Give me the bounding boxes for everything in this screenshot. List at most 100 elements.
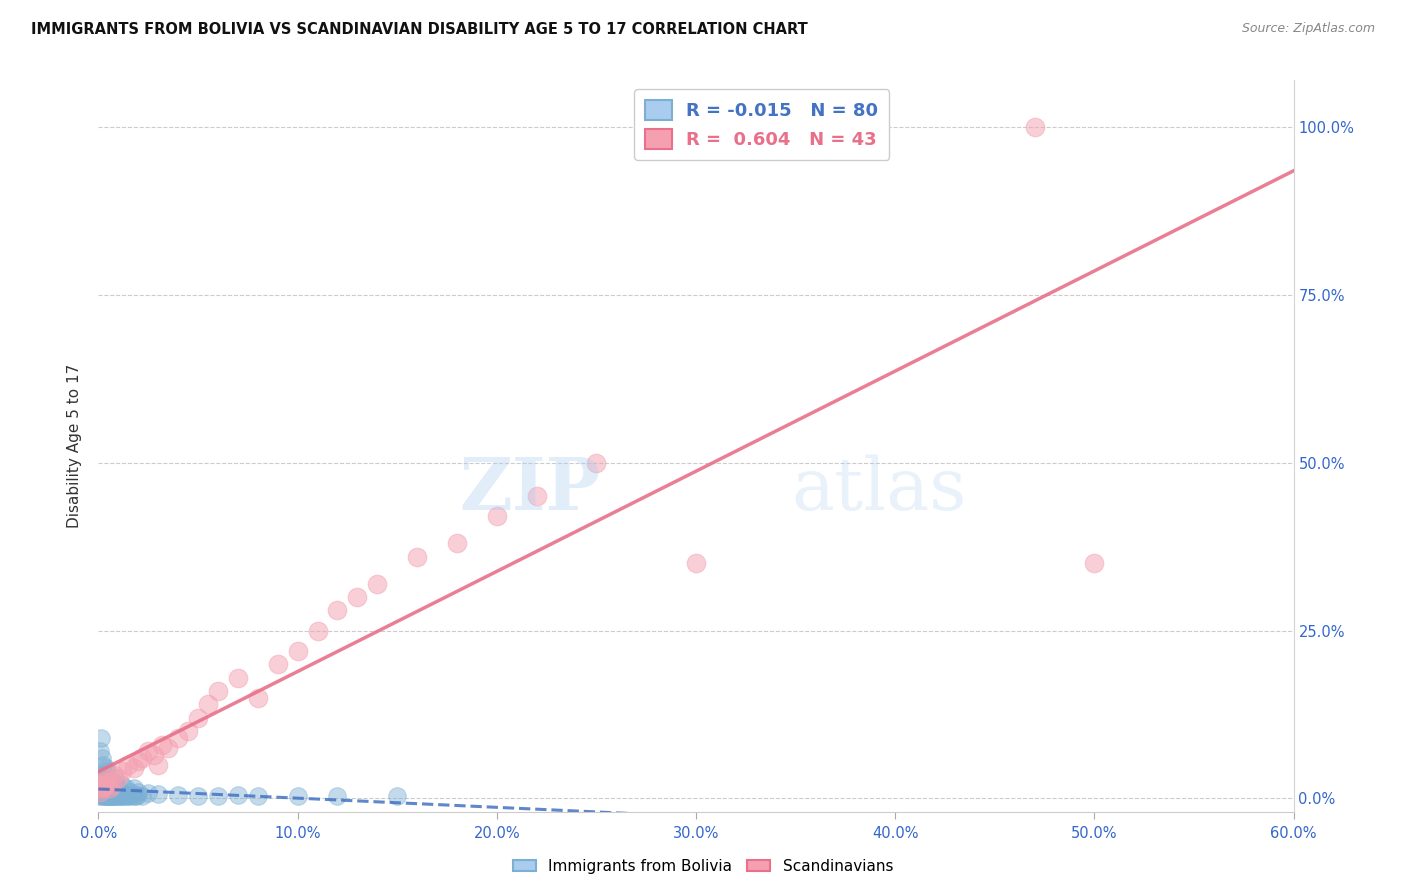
Point — [326, 789, 349, 803]
Point — [94, 787, 117, 801]
Point — [110, 789, 132, 803]
Point — [98, 781, 122, 796]
Point — [98, 789, 122, 804]
Point — [110, 789, 132, 804]
Point — [167, 731, 190, 745]
Point — [107, 789, 129, 804]
Point — [90, 781, 112, 796]
Point — [89, 789, 111, 804]
Point — [104, 788, 127, 802]
Point — [111, 788, 134, 802]
Point — [112, 787, 135, 801]
Point — [307, 624, 329, 638]
Point — [101, 789, 124, 804]
Y-axis label: Disability Age 5 to 17: Disability Age 5 to 17 — [67, 364, 83, 528]
Point — [111, 778, 134, 792]
Point — [93, 771, 115, 785]
Point — [585, 456, 607, 470]
Point — [385, 789, 409, 804]
Text: Source: ZipAtlas.com: Source: ZipAtlas.com — [1241, 22, 1375, 36]
Point — [96, 764, 118, 779]
Point — [136, 786, 159, 800]
Point — [143, 747, 166, 762]
Point — [101, 787, 124, 801]
Point — [89, 788, 111, 802]
Point — [94, 761, 117, 775]
Point — [187, 711, 209, 725]
Point — [1024, 120, 1046, 135]
Point — [97, 789, 120, 803]
Point — [120, 789, 142, 804]
Point — [103, 789, 125, 804]
Point — [101, 774, 124, 789]
Point — [91, 789, 114, 803]
Point — [97, 787, 120, 801]
Text: atlas: atlas — [792, 455, 967, 525]
Point — [94, 778, 117, 792]
Point — [167, 788, 190, 802]
Point — [120, 784, 142, 798]
Point — [267, 657, 290, 671]
Point — [101, 778, 124, 792]
Point — [103, 789, 125, 803]
Point — [104, 771, 127, 785]
Point — [98, 789, 121, 803]
Point — [90, 768, 112, 782]
Point — [226, 671, 249, 685]
Point — [96, 789, 118, 804]
Point — [94, 774, 117, 789]
Point — [127, 784, 149, 798]
Point — [131, 751, 153, 765]
Point — [117, 789, 139, 803]
Point — [89, 744, 111, 758]
Point — [93, 757, 115, 772]
Point — [91, 751, 114, 765]
Point — [226, 788, 249, 802]
Point — [90, 787, 112, 801]
Point — [91, 781, 114, 796]
Point — [97, 789, 120, 804]
Point — [100, 786, 122, 800]
Point — [107, 781, 129, 796]
Point — [108, 788, 131, 802]
Point — [197, 698, 219, 712]
Legend: Immigrants from Bolivia, Scandinavians: Immigrants from Bolivia, Scandinavians — [506, 853, 900, 880]
Legend: R = -0.015   N = 80, R =  0.604   N = 43: R = -0.015 N = 80, R = 0.604 N = 43 — [634, 89, 890, 160]
Point — [96, 788, 118, 802]
Point — [685, 557, 707, 571]
Point — [187, 789, 209, 803]
Point — [287, 789, 309, 804]
Point — [114, 789, 136, 804]
Point — [150, 738, 173, 752]
Point — [115, 788, 138, 802]
Point — [100, 788, 122, 802]
Point — [91, 787, 114, 801]
Point — [111, 764, 134, 779]
Point — [326, 603, 349, 617]
Point — [103, 788, 125, 802]
Text: IMMIGRANTS FROM BOLIVIA VS SCANDINAVIAN DISABILITY AGE 5 TO 17 CORRELATION CHART: IMMIGRANTS FROM BOLIVIA VS SCANDINAVIAN … — [31, 22, 807, 37]
Point — [117, 757, 139, 772]
Point — [366, 576, 388, 591]
Point — [127, 788, 149, 802]
Point — [526, 489, 548, 503]
Point — [90, 731, 112, 745]
Point — [246, 690, 269, 705]
Point — [97, 778, 120, 792]
Point — [125, 789, 148, 804]
Point — [93, 788, 115, 802]
Point — [177, 724, 200, 739]
Point — [121, 788, 143, 802]
Point — [96, 771, 118, 785]
Point — [207, 789, 229, 804]
Point — [127, 755, 149, 769]
Point — [93, 781, 115, 796]
Point — [93, 789, 115, 804]
Point — [89, 784, 111, 798]
Point — [91, 778, 114, 792]
Point — [96, 787, 118, 801]
Point — [246, 789, 269, 803]
Point — [148, 787, 170, 801]
Point — [101, 789, 124, 803]
Point — [131, 789, 153, 803]
